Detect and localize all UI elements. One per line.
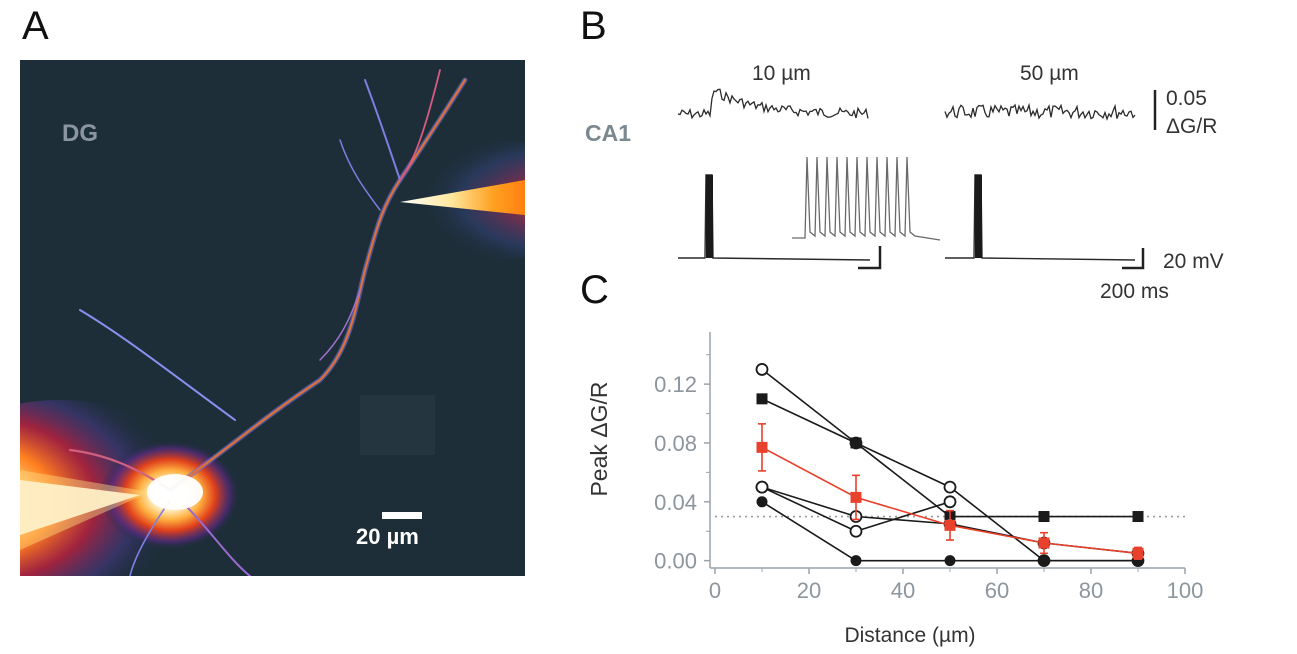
- data-point: [849, 524, 863, 538]
- y-axis-label: Peak ΔG/R: [586, 381, 612, 496]
- data-point: [756, 441, 768, 453]
- voltage-scale-label: 20 mV: [1163, 250, 1224, 273]
- y-tick-label: 0.00: [654, 549, 697, 574]
- data-point: [1132, 547, 1144, 559]
- series-5: [756, 496, 1144, 567]
- data-point: [944, 519, 956, 531]
- data-point: [755, 480, 769, 494]
- panel-letter-c: C: [580, 268, 609, 312]
- data-point: [1038, 537, 1050, 549]
- spike-10um: [706, 175, 713, 258]
- micrograph-image: DG 20 µm: [20, 60, 525, 576]
- panel-letter-b: B: [580, 4, 607, 48]
- data-point: [850, 437, 862, 449]
- data-point: [755, 363, 769, 376]
- x-tick-label: 0: [709, 578, 721, 603]
- scale-bar: [382, 512, 422, 519]
- voltage-trace-50um: [945, 174, 1136, 261]
- y-tick-label: 0.04: [654, 490, 697, 515]
- fluorescence-trace-10um: [677, 88, 869, 120]
- row-label-ca1: CA1: [585, 120, 631, 146]
- y-tick-label: 0.08: [654, 431, 697, 456]
- x-tick-label: 60: [985, 578, 1009, 603]
- trace-label-50um: 50 µm: [1020, 62, 1079, 85]
- region-label-dg: DG: [62, 120, 98, 147]
- data-point: [1132, 511, 1144, 523]
- data-point: [756, 393, 768, 405]
- x-tick-label: 80: [1079, 578, 1103, 603]
- y-tick-label: 0.12: [654, 372, 697, 397]
- x-tick-label: 100: [1167, 578, 1204, 603]
- x-tick-label: 40: [891, 578, 915, 603]
- fluorescence-scale-unit: ΔG/R: [1166, 115, 1217, 138]
- data-point: [756, 496, 768, 508]
- data-point: [944, 555, 956, 567]
- data-point: [1038, 555, 1050, 567]
- spike-train-inset: [792, 156, 941, 241]
- fluorescence-trace-50um: [944, 102, 1136, 121]
- panel-b: CA1 10 µm 50 µm 0.05 ΔG/R 20 mV 200 ms: [585, 62, 1224, 303]
- electrophys-scale-bar: [1122, 248, 1145, 270]
- panel-letter-a: A: [22, 4, 49, 48]
- x-tick-label: 20: [797, 578, 821, 603]
- data-point: [943, 495, 957, 509]
- data-point: [850, 555, 862, 567]
- time-scale-label: 200 ms: [1100, 280, 1169, 303]
- inset-scale-bar: [858, 246, 882, 270]
- data-point: [1038, 511, 1050, 523]
- scale-bar-label: 20 µm: [356, 524, 419, 549]
- data-point: [850, 491, 862, 503]
- fluorescence-scale-value: 0.05: [1166, 87, 1207, 110]
- trace-label-10um: 10 µm: [752, 62, 811, 85]
- spike-50um: [975, 175, 982, 258]
- panel-c-chart: 0 20 40 60 80 100 0.00 0.04 0.08 0.12 Distance (…: [586, 332, 1203, 647]
- data-point: [943, 480, 957, 494]
- series-6: [756, 423, 1144, 560]
- x-axis-label: Distance (µm): [844, 624, 975, 647]
